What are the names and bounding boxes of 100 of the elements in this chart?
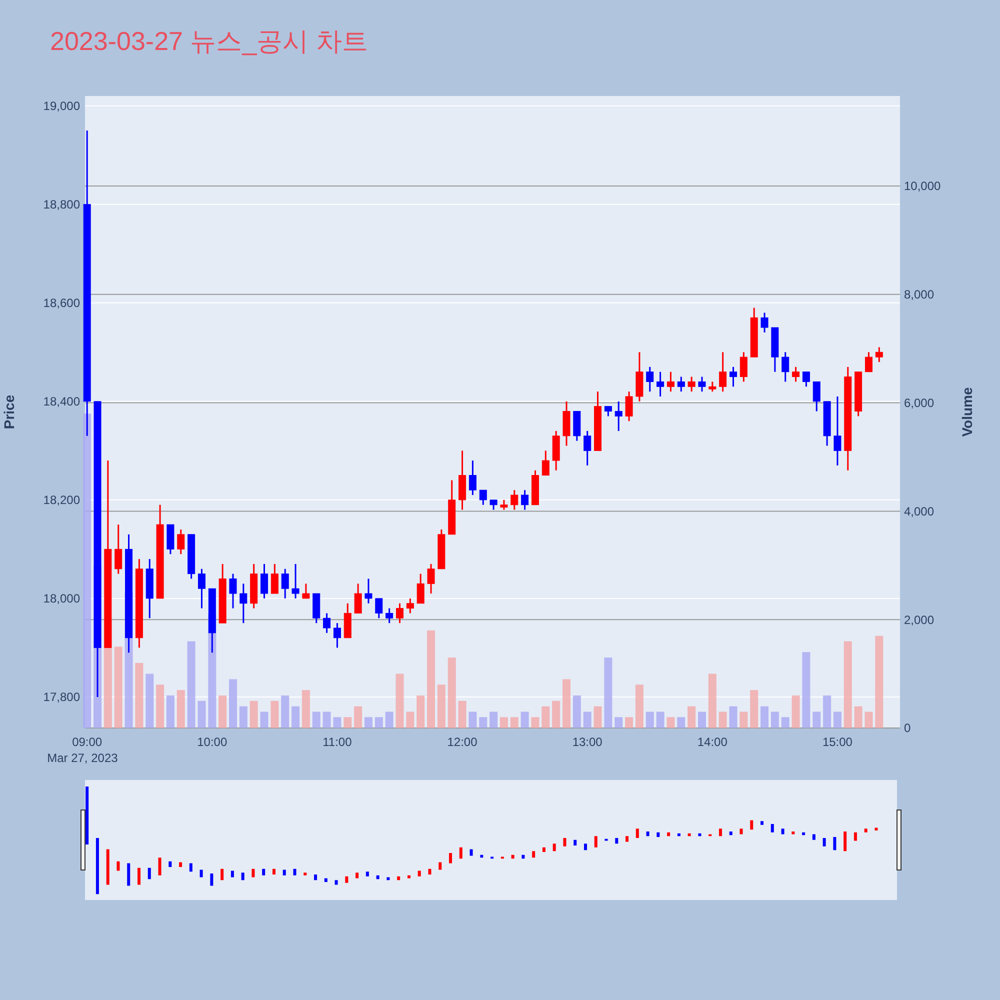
bar (156, 684, 164, 728)
candlestick (468, 460, 476, 496)
bar (146, 674, 154, 728)
candlestick (864, 351, 872, 373)
bar (510, 717, 518, 728)
bar (594, 706, 602, 728)
bar (833, 712, 842, 728)
bar (292, 706, 300, 728)
candlestick (677, 376, 685, 392)
bar (239, 706, 248, 728)
candlestick (114, 524, 122, 575)
candlestick (500, 499, 508, 511)
y-tick-label: 18,800 (43, 198, 80, 212)
candlestick (875, 346, 883, 363)
bar (448, 658, 456, 728)
candlestick (719, 351, 727, 392)
candlestick (479, 489, 487, 506)
y2-axis-title: Volume (959, 387, 975, 437)
candlestick (260, 563, 268, 600)
candlestick (802, 371, 810, 388)
bar (718, 712, 727, 728)
bar (729, 706, 738, 728)
bar (396, 674, 404, 728)
candlestick (364, 578, 372, 604)
candlestick (521, 489, 529, 511)
candlestick (354, 582, 362, 614)
bar (281, 695, 290, 728)
y-tick-label: 18,400 (43, 394, 80, 409)
x-tick-label: 14:00 (697, 735, 728, 749)
bar (688, 706, 696, 728)
x-tick-label: 10:00 (197, 735, 228, 749)
candlestick (584, 430, 592, 466)
bar (344, 717, 352, 728)
candlestick (542, 450, 550, 476)
bar (385, 712, 394, 728)
y-tick-label: 17,800 (43, 690, 80, 704)
bar (364, 717, 372, 728)
bar (135, 662, 144, 728)
bar (479, 717, 488, 728)
candlestick (834, 396, 842, 466)
bar (562, 679, 570, 728)
bar (635, 684, 644, 728)
bar (250, 700, 258, 728)
bar (333, 717, 342, 728)
bar (490, 712, 498, 728)
y2-tick-label: 4,000 (904, 504, 934, 518)
candlestick (708, 380, 716, 392)
y2-tick-label: 8,000 (904, 288, 934, 302)
bar (750, 690, 758, 728)
candlestick (730, 366, 737, 388)
candlestick (604, 406, 612, 417)
candlestick (792, 366, 800, 382)
candlestick (229, 573, 237, 610)
bar (604, 658, 612, 728)
bar (740, 712, 748, 728)
bar (218, 695, 227, 728)
y2-tick-label: 10,000 (904, 179, 942, 194)
candlestick (760, 312, 768, 334)
bar (427, 630, 436, 728)
bar (542, 706, 550, 728)
bar (531, 717, 540, 728)
candlestick (646, 366, 654, 392)
bar (646, 712, 654, 728)
bar (770, 712, 779, 728)
bar (572, 695, 581, 728)
candlestick (625, 390, 633, 422)
bar (166, 695, 174, 728)
y-tick-label: 18,200 (43, 493, 80, 508)
candlestick (656, 371, 664, 398)
bar (552, 700, 560, 728)
y2-tick-label: 2,000 (904, 612, 934, 627)
x-tick-label: 11:00 (322, 735, 352, 749)
bar (666, 717, 675, 728)
candlestick (614, 400, 622, 432)
candlestick (812, 380, 820, 412)
bar (698, 712, 706, 728)
x-tick-label: 12:00 (447, 735, 478, 749)
candlestick (688, 376, 696, 392)
candlestick (406, 598, 414, 614)
y-axis-title: Price (1, 394, 17, 430)
bar (520, 712, 529, 728)
y-tick-label: 18,600 (43, 296, 80, 310)
candlestick (270, 563, 278, 594)
bar (760, 706, 769, 728)
bar (228, 679, 237, 728)
candlestick (782, 351, 790, 382)
bar (792, 695, 800, 728)
bar (708, 674, 716, 728)
bar (854, 706, 862, 728)
candlestick (333, 622, 341, 648)
y-tick-label: 18,000 (43, 592, 80, 606)
bar (416, 695, 425, 728)
bar (187, 641, 196, 728)
candlestick (323, 612, 331, 634)
bar (260, 712, 268, 728)
candlestick (698, 376, 706, 392)
candlestick (292, 563, 300, 600)
chart-title: 2023-03-27 뉴스_공시 차트 (50, 26, 368, 56)
bar (374, 717, 383, 728)
candlestick (386, 608, 394, 624)
